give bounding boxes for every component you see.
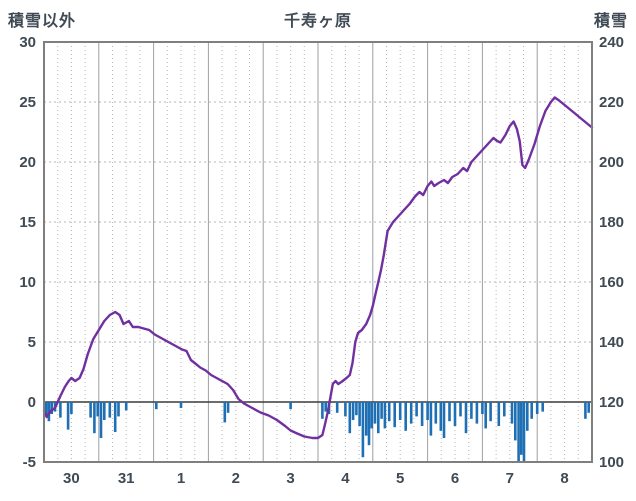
svg-text:1: 1 — [177, 470, 185, 487]
svg-text:140: 140 — [599, 334, 624, 351]
right-axis-title: 積雪 — [593, 13, 628, 30]
svg-text:120: 120 — [599, 394, 624, 411]
svg-text:8: 8 — [560, 470, 568, 487]
svg-text:180: 180 — [599, 214, 624, 231]
svg-text:2: 2 — [232, 470, 240, 487]
svg-text:15: 15 — [19, 214, 36, 231]
svg-text:30: 30 — [63, 470, 80, 487]
svg-text:240: 240 — [599, 34, 624, 51]
svg-text:10: 10 — [19, 274, 36, 291]
svg-text:6: 6 — [451, 470, 459, 487]
svg-text:200: 200 — [599, 154, 624, 171]
left-axis-title: 積雪以外 — [8, 13, 77, 30]
svg-text:5: 5 — [396, 470, 404, 487]
svg-text:7: 7 — [506, 470, 514, 487]
svg-text:0: 0 — [28, 394, 36, 411]
svg-text:160: 160 — [599, 274, 624, 291]
svg-text:220: 220 — [599, 94, 624, 111]
svg-text:100: 100 — [599, 454, 624, 471]
svg-text:3: 3 — [286, 470, 294, 487]
svg-text:20: 20 — [19, 154, 36, 171]
svg-text:31: 31 — [118, 470, 135, 487]
chart-title: 千寿ヶ原 — [283, 13, 352, 30]
svg-text:5: 5 — [28, 334, 36, 351]
svg-text:-5: -5 — [23, 454, 36, 471]
svg-text:25: 25 — [19, 94, 36, 111]
svg-text:30: 30 — [19, 34, 36, 51]
svg-text:4: 4 — [341, 470, 350, 487]
